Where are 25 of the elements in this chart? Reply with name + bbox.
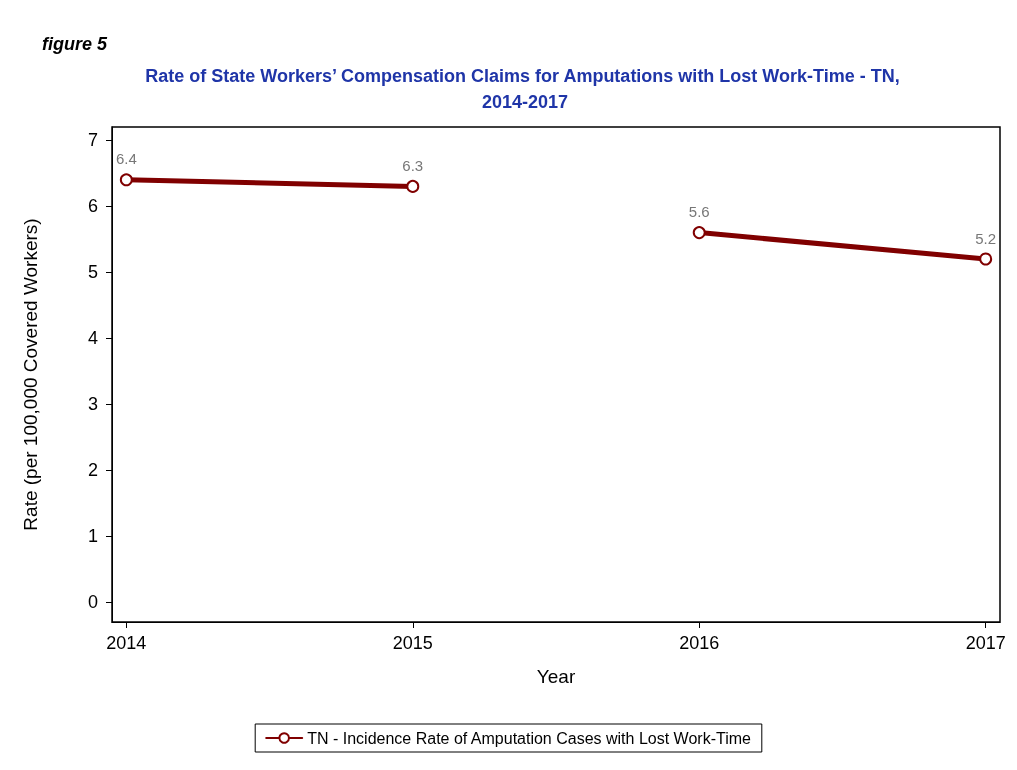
chart-title: Rate of State Workers’ Compensation Claims for Amputations with Lost Work-Time - TN, 2014-2017 xyxy=(145,66,905,112)
x-tick-label: 2016 xyxy=(679,633,720,653)
data-label: 6.4 xyxy=(115,150,137,168)
point xyxy=(119,173,133,187)
caption: figure 5 xyxy=(42,34,108,54)
y-tick-label: 0 xyxy=(87,592,98,613)
y-tick-label: 5 xyxy=(87,262,98,283)
y-tick-label: 4 xyxy=(87,328,98,349)
y-axis-title: Rate (per 100,000 Covered Workers) xyxy=(20,218,41,531)
point xyxy=(692,226,706,240)
y-tick-label: 3 xyxy=(87,394,98,415)
data-label: 5.2 xyxy=(975,229,997,247)
y-tick-label: 7 xyxy=(87,130,98,151)
legend-label: TN - Incidence Rate of Amputation Cases with Lost Work-Time xyxy=(307,729,752,747)
point xyxy=(979,252,993,266)
y-tick-label: 1 xyxy=(87,526,98,547)
data-label: 5.6 xyxy=(688,203,710,221)
y-tick-label: 2 xyxy=(87,460,98,481)
x-tick-label: 2017 xyxy=(965,633,1006,653)
point xyxy=(406,179,420,193)
x-tick-label: 2015 xyxy=(392,633,433,653)
x-tick-label: 2014 xyxy=(106,633,147,653)
data-label: 6.3 xyxy=(402,156,424,174)
y-tick-label: 6 xyxy=(87,196,98,217)
x-axis-title: Year xyxy=(536,666,576,687)
